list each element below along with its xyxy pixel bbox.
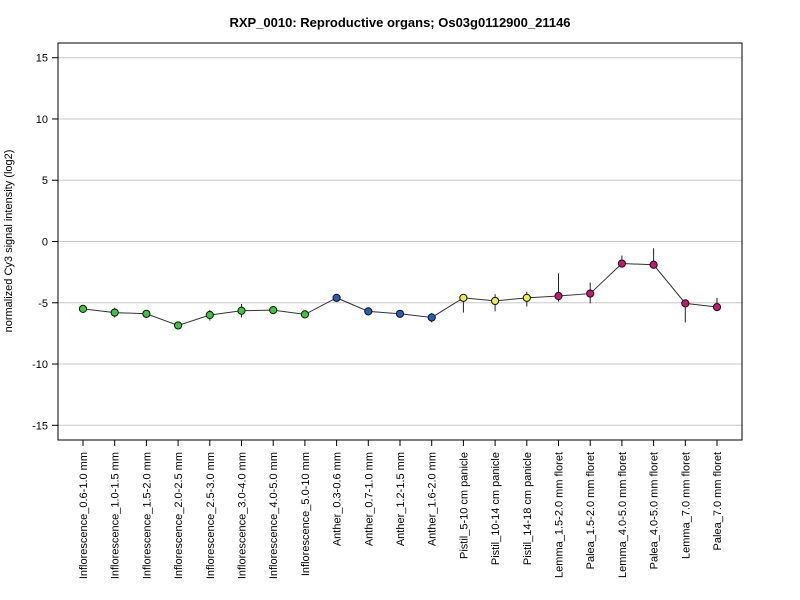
data-point <box>110 308 119 317</box>
x-tick-label: Palea_4.0-5.0 mm floret <box>649 452 661 569</box>
x-tick-label: Palea_1.5-2.0 mm floret <box>585 452 597 569</box>
x-tick-label: Lemma_4.0-5.0 mm floret <box>617 452 629 578</box>
data-point <box>174 321 183 330</box>
data-point <box>142 309 151 318</box>
data-point <box>554 291 563 301</box>
y-tick-label: -10 <box>32 359 48 371</box>
x-tick-label: Anther_0.7-1.0 mm <box>363 452 375 546</box>
x-tick-label: Inflorescence_2.0-2.5 mm <box>173 452 185 579</box>
data-point <box>427 313 436 322</box>
data-point <box>78 304 88 313</box>
y-tick-label: -5 <box>38 298 48 310</box>
data-point <box>364 307 373 316</box>
data-point <box>617 259 627 268</box>
data-point <box>491 296 500 306</box>
grid <box>58 57 742 426</box>
data-point <box>269 306 278 315</box>
x-tick-label: Pistil_14-18 cm panicle <box>522 452 534 565</box>
data-point <box>395 309 405 318</box>
x-tick-label: Inflorescence_4.0-5.0 mm <box>268 452 280 579</box>
x-tick-label: Inflorescence_1.0-1.5 mm <box>110 452 122 579</box>
y-axis-label: normalized Cy3 signal intensity (log2) <box>3 150 15 333</box>
y-axis: 15 10 5 0 -5 -10 -15 <box>32 53 58 432</box>
data-point <box>586 289 595 298</box>
data-point <box>681 299 690 308</box>
data-point <box>649 260 658 269</box>
data-point <box>712 302 722 312</box>
x-tick-label: Inflorescence_2.5-3.0 mm <box>205 452 217 579</box>
y-tick-label: 0 <box>42 237 48 249</box>
x-tick-label: Inflorescence_5.0-10 mm <box>300 452 312 576</box>
data-point <box>332 293 341 302</box>
y-tick-label: 15 <box>36 53 48 65</box>
y-tick-label: 10 <box>36 114 48 126</box>
x-axis: Inflorescence_0.6-1.0 mm Inflorescence_1.… <box>78 440 724 579</box>
x-tick-label: Inflorescence_1.5-2.0 mm <box>141 452 153 579</box>
data-point <box>459 293 468 302</box>
data-point <box>522 293 531 302</box>
data-point <box>300 310 309 319</box>
x-tick-label: Pistil_5-10 cm panicle <box>458 452 470 559</box>
x-tick-label: Inflorescence_3.0-4.0 mm <box>237 452 249 579</box>
chart-title: RXP_0010: Reproductive organs; Os03g0112… <box>229 15 570 30</box>
data-point <box>205 310 214 320</box>
x-tick-label: Anther_1.6-2.0 mm <box>427 452 439 546</box>
x-tick-label: Inflorescence_0.6-1.0 mm <box>78 452 90 579</box>
x-tick-label: Pistil_10-14 cm panicle <box>490 452 502 565</box>
x-tick-label: Palea_7.0 mm floret <box>712 452 724 550</box>
x-tick-label: Lemma_7.0 mm floret <box>680 452 692 559</box>
data-point <box>237 306 246 315</box>
x-tick-label: Lemma_1.5-2.0 mm floret <box>554 452 566 578</box>
series <box>78 248 722 330</box>
y-tick-label: 5 <box>42 175 48 187</box>
x-tick-label: Anther_0.3-0.6 mm <box>332 452 344 546</box>
x-tick-label: Anther_1.2-1.5 mm <box>395 452 407 546</box>
y-tick-label: -15 <box>32 420 48 432</box>
